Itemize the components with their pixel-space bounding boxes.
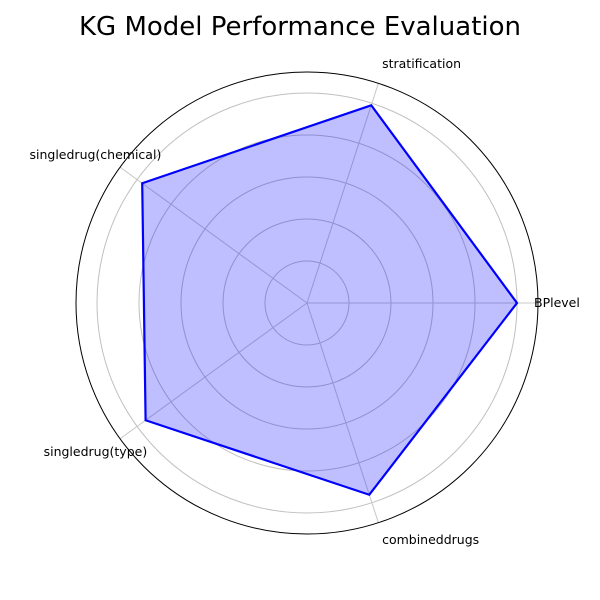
spoke-3 [119, 166, 308, 304]
series-line-1 [141, 103, 519, 497]
chart-title: KG Model Performance Evaluation [79, 12, 521, 42]
spoke-4 [119, 302, 308, 440]
category-label-2: stratification [382, 56, 461, 71]
spoke-2 [306, 83, 379, 304]
category-label-4: singledrug(type) [44, 444, 148, 459]
polar-frame [75, 71, 539, 535]
category-label-1: BPlevel [534, 295, 580, 310]
category-label-5: combineddrugs [382, 532, 479, 547]
category-label-3: singledrug(chemical) [29, 147, 161, 162]
series-fill-1 [142, 105, 517, 495]
spoke-5 [306, 302, 379, 523]
